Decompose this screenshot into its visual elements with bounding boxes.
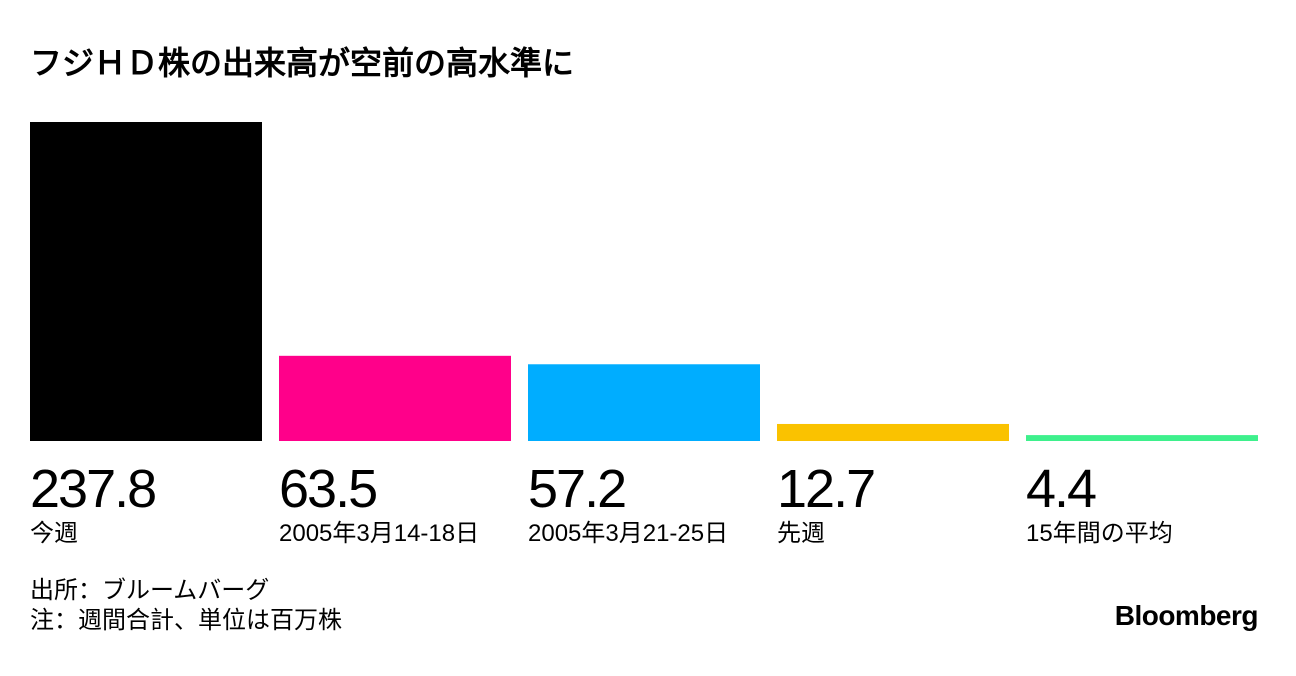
bar: [30, 122, 262, 441]
chart-title: フジＨＤ株の出来高が空前の高水準に: [30, 45, 574, 81]
bar: [1026, 435, 1258, 441]
value-label: 12.7: [777, 459, 874, 519]
bar: [528, 364, 760, 441]
logo: Bloomberg: [1115, 600, 1258, 631]
note: 注：週間合計、単位は百万株: [30, 607, 342, 634]
value-label: 57.2: [528, 459, 625, 519]
category-label: 2005年3月14-18日: [279, 520, 479, 547]
category-label: 先週: [777, 520, 825, 547]
value-label: 63.5: [279, 459, 376, 519]
value-label: 237.8: [30, 459, 155, 519]
category-label: 今週: [30, 520, 78, 547]
source: 出所：ブルームバーグ: [30, 577, 269, 604]
value-label: 4.4: [1026, 459, 1096, 519]
category-label: 15年間の平均: [1026, 520, 1173, 547]
bar: [777, 423, 1009, 441]
category-label: 2005年3月21-25日: [528, 520, 728, 547]
bar: [279, 355, 511, 441]
